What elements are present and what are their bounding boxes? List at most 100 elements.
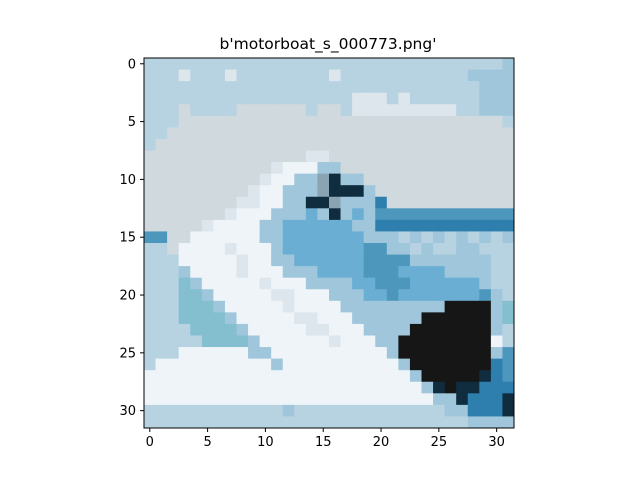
pixel-cell [490,289,503,302]
pixel-cell [190,115,203,128]
pixel-cell [352,150,365,163]
pixel-cell [305,173,318,186]
pixel-cell [190,58,203,70]
pixel-cell [433,404,445,417]
pixel-cell [294,219,307,232]
pixel-cell [340,196,353,209]
pixel-cell [167,127,180,140]
pixel-cell [282,231,295,244]
pixel-cell [259,81,272,94]
pixel-cell [456,150,469,163]
pixel-cell [178,335,191,348]
pixel-cell [144,115,156,128]
pixel-cell [167,243,180,255]
pixel-cell [259,416,272,429]
pixel-cell [352,81,365,94]
pixel-cell [375,393,388,406]
pixel-cell [444,81,457,94]
pixel-cell [155,254,168,267]
pixel-cell [224,393,237,406]
pixel-cell [352,381,365,394]
pixel-cell [294,138,307,151]
pixel-cell [375,150,388,163]
pixel-cell [467,266,480,279]
pixel-cell [248,104,260,117]
pixel-cell [479,289,492,302]
pixel-cell [305,381,318,394]
pixel-cell [190,173,203,186]
pixel-cell [340,92,353,105]
pixel-cell [386,81,399,94]
pixel-cell [317,115,330,128]
pixel-cell [236,69,249,82]
pixel-cell [329,173,341,186]
pixel-cell [398,393,411,406]
pixel-cell [375,196,388,209]
pixel-cell [433,92,445,105]
pixel-cell [178,162,191,174]
pixel-cell [259,347,272,359]
pixel-cell [167,58,180,70]
pixel-cell [282,358,295,371]
pixel-cell [433,219,445,232]
pixel-cell [386,277,399,290]
pixel-cell [502,81,515,94]
pixel-cell [155,266,168,279]
pixel-cell [213,393,226,406]
pixel-cell [421,370,434,383]
pixel-cell [329,289,341,302]
pixel-cell [190,277,203,290]
pixel-cell [282,173,295,186]
pixel-cell [224,243,237,255]
pixel-cell [178,370,191,383]
pixel-cell [271,231,284,244]
pixel-cell [201,277,214,290]
pixel-cell [236,81,249,94]
y-tick-label: 10 [119,173,136,188]
pixel-cell [352,92,365,105]
pixel-cell [294,104,307,117]
pixel-cell [167,104,180,117]
pixel-cell [398,335,411,348]
pixel-cell [201,115,214,128]
pixel-cell [201,162,214,174]
pixel-cell [456,266,469,279]
pixel-cell [363,138,376,151]
pixel-cell [467,289,480,302]
pixel-cell [363,289,376,302]
pixel-cell [433,254,445,267]
pixel-cell [467,81,480,94]
pixel-cell [248,243,260,255]
pixel-cell [409,312,422,325]
pixel-cell [490,185,503,198]
pixel-cell [190,358,203,371]
pixel-cell [375,289,388,302]
pixel-cell [444,393,457,406]
pixel-cell [502,138,515,151]
pixel-cell [294,254,307,267]
pixel-cell [433,173,445,186]
pixel-cell [178,150,191,163]
pixel-cell [352,69,365,82]
pixel-cell [444,370,457,383]
pixel-cell [282,219,295,232]
pixel-cell [271,81,284,94]
pixel-cell [467,277,480,290]
pixel-cell [317,219,330,232]
pixel-cell [363,231,376,244]
pixel-cell [178,393,191,406]
pixel-cell [167,335,180,348]
pixel-cell [317,81,330,94]
pixel-cell [155,335,168,348]
pixel-cell [352,300,365,313]
pixel-cell [144,219,156,232]
pixel-cell [352,185,365,198]
pixel-cell [409,185,422,198]
pixel-cell [155,92,168,105]
pixel-cell [456,185,469,198]
pixel-cell [224,254,237,267]
y-tick-label: 5 [128,115,136,130]
pixel-cell [433,347,445,359]
pixel-cell [456,58,469,70]
